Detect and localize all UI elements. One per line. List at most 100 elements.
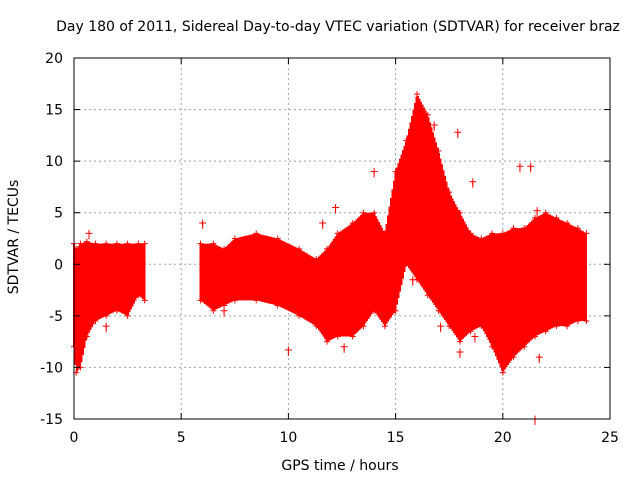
data-point — [392, 168, 399, 175]
x-axis-label: GPS time / hours — [281, 458, 398, 474]
y-tick-label: 5 — [54, 206, 63, 222]
data-point — [253, 297, 260, 304]
data-point — [349, 220, 356, 227]
data-point — [274, 235, 281, 242]
data-band-segment — [197, 91, 590, 376]
y-tick-label: -5 — [49, 309, 63, 325]
data-point — [489, 343, 496, 350]
data-band-segment — [71, 238, 148, 376]
data-point — [542, 209, 549, 216]
data-point — [135, 292, 142, 299]
data-point — [583, 318, 590, 325]
data-point — [521, 343, 528, 350]
y-tick-label: 15 — [45, 103, 63, 119]
data-point — [456, 338, 463, 345]
data-point — [274, 302, 281, 309]
data-point — [92, 240, 99, 247]
data-point — [77, 240, 84, 247]
data-point — [83, 238, 90, 245]
data-point — [489, 230, 496, 237]
data-point — [231, 235, 238, 242]
data-point — [583, 230, 590, 237]
chart-title: Day 180 of 2011, Sidereal Day-to-day VTE… — [56, 19, 620, 35]
x-tick-label: 5 — [177, 430, 186, 446]
data-point — [221, 245, 228, 252]
data-point — [424, 111, 431, 118]
x-tick-label: 20 — [494, 430, 512, 446]
data-point — [360, 323, 367, 330]
data-point — [231, 297, 238, 304]
data-point — [349, 333, 356, 340]
y-tick-label: 20 — [45, 51, 63, 67]
data-point — [381, 323, 388, 330]
data-point — [531, 214, 538, 221]
x-tick-label: 25 — [601, 430, 619, 446]
data-point — [313, 256, 320, 263]
data-point — [510, 225, 517, 232]
data-point — [553, 323, 560, 330]
data-point — [197, 240, 204, 247]
data-point — [564, 323, 571, 330]
data-point — [510, 354, 517, 361]
data-point — [197, 297, 204, 304]
data-point — [83, 333, 90, 340]
data-point — [360, 209, 367, 216]
data-point — [499, 230, 506, 237]
data-point — [542, 328, 549, 335]
data-point — [553, 214, 560, 221]
data-point — [296, 245, 303, 252]
data-point — [446, 323, 453, 330]
data-point — [103, 240, 110, 247]
data-point — [403, 261, 410, 268]
data-point — [414, 91, 421, 98]
data-point — [141, 240, 148, 247]
x-tick-label: 0 — [70, 430, 79, 446]
data-point — [371, 209, 378, 216]
data-point — [467, 328, 474, 335]
data-point — [323, 245, 330, 252]
data-point — [313, 323, 320, 330]
x-tick-label: 10 — [279, 430, 297, 446]
data-point — [210, 307, 217, 314]
data-point — [392, 307, 399, 314]
data-point — [574, 318, 581, 325]
plot-area — [71, 91, 590, 425]
y-tick-label: 0 — [54, 257, 63, 273]
data-point — [323, 338, 330, 345]
y-tick-label: -15 — [40, 412, 63, 428]
y-axis-label: SDTVAR / TECUs — [6, 180, 22, 295]
y-tick-label: 10 — [45, 154, 63, 170]
x-tick-label: 15 — [387, 430, 405, 446]
data-point — [456, 209, 463, 216]
data-point — [124, 240, 131, 247]
data-point — [424, 292, 431, 299]
axes: 0 5 10 15 20 25 -15 -10 -5 0 5 10 15 20 — [40, 51, 619, 446]
data-point — [381, 230, 388, 237]
data-point — [467, 230, 474, 237]
data-point — [253, 230, 260, 237]
data-point — [103, 312, 110, 319]
data-point — [435, 147, 442, 154]
data-point — [92, 318, 99, 325]
data-point — [113, 240, 120, 247]
data-point — [446, 189, 453, 196]
data-point — [371, 307, 378, 314]
data-point — [521, 225, 528, 232]
data-point — [296, 312, 303, 319]
data-point — [124, 312, 131, 319]
data-point — [141, 297, 148, 304]
data-point — [135, 240, 142, 247]
data-point — [403, 137, 410, 144]
data-point — [210, 240, 217, 247]
data-point — [435, 307, 442, 314]
plot-frame — [73, 57, 611, 420]
y-tick-label: -10 — [40, 360, 63, 376]
data-point — [499, 369, 506, 376]
data-point — [478, 235, 485, 242]
data-point — [113, 307, 120, 314]
data-point — [334, 230, 341, 237]
data-point — [531, 333, 538, 340]
data-point — [564, 220, 571, 227]
data-point — [478, 323, 485, 330]
